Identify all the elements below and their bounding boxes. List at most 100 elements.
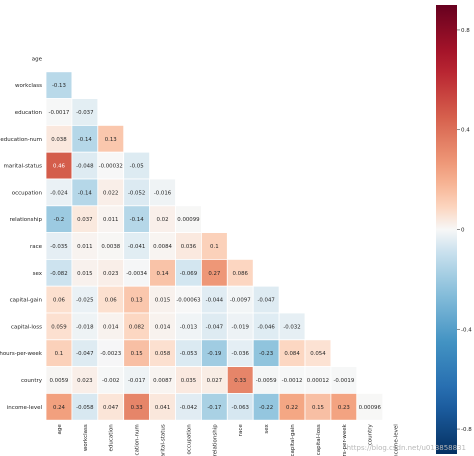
heatmap-cell — [45, 285, 73, 314]
row-label: education — [15, 110, 43, 116]
cell-value-label: -0.14 — [78, 137, 93, 143]
row-label: relationship — [10, 217, 43, 223]
heatmap-cell — [252, 339, 280, 367]
heatmap-cell — [304, 392, 332, 421]
cell-value-label: -0.13 — [52, 83, 66, 89]
cell-value-label: 0.00096 — [359, 405, 382, 411]
heatmap-cell — [123, 151, 150, 180]
cell-value-label: -0.0017 — [49, 110, 70, 116]
heatmap-cell — [175, 232, 202, 260]
cell-value-label: 0.015 — [155, 298, 170, 304]
cell-value-label: 0.46 — [53, 164, 66, 170]
column-label: income-level — [394, 424, 400, 456]
column-label: workclass — [83, 424, 89, 451]
cell-value-label: -0.05 — [130, 164, 144, 170]
cell-value-label: -0.035 — [50, 244, 67, 250]
cell-value-label: 0.22 — [286, 405, 298, 411]
column-label: education-num — [135, 424, 141, 456]
row-label: occupation — [12, 190, 43, 196]
heatmap-cell — [304, 366, 332, 394]
row-label: capital-loss — [11, 324, 42, 330]
heatmap-cells: -0.13 -0.0017 -0.037 0.038 -0.14 0.13 0.46 -0.0… — [45, 71, 384, 421]
cell-value-label: 0.0038 — [101, 244, 120, 250]
cell-value-label: 0.022 — [103, 190, 118, 196]
cell-value-label: 0.047 — [103, 405, 118, 411]
cell-value-label: 0.084 — [284, 351, 300, 357]
colorbar-tick-label: -0.4 — [461, 327, 472, 333]
column-label: occupation — [186, 424, 192, 455]
cell-value-label: 0.058 — [155, 351, 171, 357]
cell-value-label: -0.17 — [207, 405, 221, 411]
column-label: race — [238, 424, 244, 437]
cell-value-label: -0.0019 — [333, 378, 354, 384]
heatmap-cell — [45, 232, 73, 260]
heatmap-cell — [123, 178, 150, 207]
cell-value-label: 0.0059 — [50, 378, 69, 384]
watermark: https://blog.csdn.net/u013858831 — [347, 444, 466, 452]
cell-value-label: -0.0023 — [100, 351, 121, 357]
heatmap-cell — [200, 366, 228, 394]
cell-value-label: -0.053 — [180, 351, 197, 357]
cell-value-label: -0.0034 — [126, 271, 147, 277]
heatmap-cell — [45, 258, 73, 287]
cell-value-label: -0.016 — [154, 190, 172, 196]
row-label: hours-per-week — [0, 351, 43, 357]
heatmap-cell — [226, 366, 254, 394]
heatmap-cell — [97, 312, 125, 341]
heatmap-cell — [45, 205, 73, 234]
cell-value-label: -0.025 — [76, 298, 93, 304]
cell-value-label: 0.082 — [129, 324, 144, 330]
heatmap-cell — [175, 366, 202, 394]
heatmap-cell — [71, 205, 99, 234]
cell-value-label: 0.1 — [210, 244, 219, 250]
cell-value-label: -0.044 — [206, 298, 224, 304]
heatmap-cell — [252, 312, 280, 341]
heatmap-cell — [278, 312, 306, 341]
cell-value-label: 0.011 — [77, 244, 92, 250]
heatmap-cell — [97, 258, 125, 287]
row-label: age — [32, 56, 43, 62]
cell-value-label: -0.00063 — [176, 298, 200, 304]
colorbar-tick-label: 0.8 — [461, 28, 470, 34]
colorbar-tick-label: 0 — [461, 228, 465, 234]
row-label: marital-status — [4, 164, 43, 170]
cell-value-label: -0.017 — [128, 378, 145, 384]
cell-value-label: -0.00032 — [99, 164, 123, 170]
cell-value-label: -0.019 — [232, 324, 250, 330]
colorbar-tick-label: 0.4 — [461, 128, 470, 134]
heatmap-cell — [226, 392, 254, 421]
cell-value-label: -0.024 — [50, 190, 68, 196]
cell-value-label: 0.33 — [131, 405, 143, 411]
column-label: relationship — [212, 424, 218, 456]
heatmap-cell — [123, 312, 150, 341]
row-label: income-level — [7, 405, 43, 411]
row-label: workclass — [15, 83, 42, 89]
cell-value-label: -0.018 — [76, 324, 94, 330]
cell-value-label: 0.13 — [131, 298, 143, 304]
cell-value-label: 0.23 — [338, 405, 350, 411]
heatmap-cell — [45, 71, 73, 100]
cell-value-label: -0.19 — [207, 351, 222, 357]
cell-value-label: -0.0012 — [282, 378, 303, 384]
column-label: capital-loss — [316, 424, 322, 455]
heatmap-cell — [71, 232, 99, 260]
heatmap-cell — [278, 392, 306, 421]
cell-value-label: 0.06 — [105, 298, 118, 304]
colorbar-gradient — [436, 5, 457, 454]
heatmap-cell — [71, 178, 99, 207]
heatmap-cell — [252, 392, 280, 421]
cell-value-label: -0.14 — [130, 217, 145, 223]
cell-value-label: 0.02 — [157, 217, 169, 223]
cell-value-label: 0.036 — [181, 244, 197, 250]
heatmap-cell — [45, 392, 73, 421]
cell-value-label: 0.037 — [77, 217, 92, 223]
cell-value-label: 0.014 — [155, 324, 171, 330]
column-label: capital-gain — [290, 424, 296, 456]
cell-value-label: 0.1 — [55, 351, 64, 357]
heatmap-cell — [304, 339, 332, 367]
heatmap-cell — [200, 392, 228, 421]
colorbar: 0.8 0.4 0 -0.4 -0.8 — [436, 5, 472, 454]
cell-value-label: 0.33 — [234, 378, 246, 384]
heatmap-cell — [175, 285, 202, 314]
row-label: country — [21, 378, 43, 384]
